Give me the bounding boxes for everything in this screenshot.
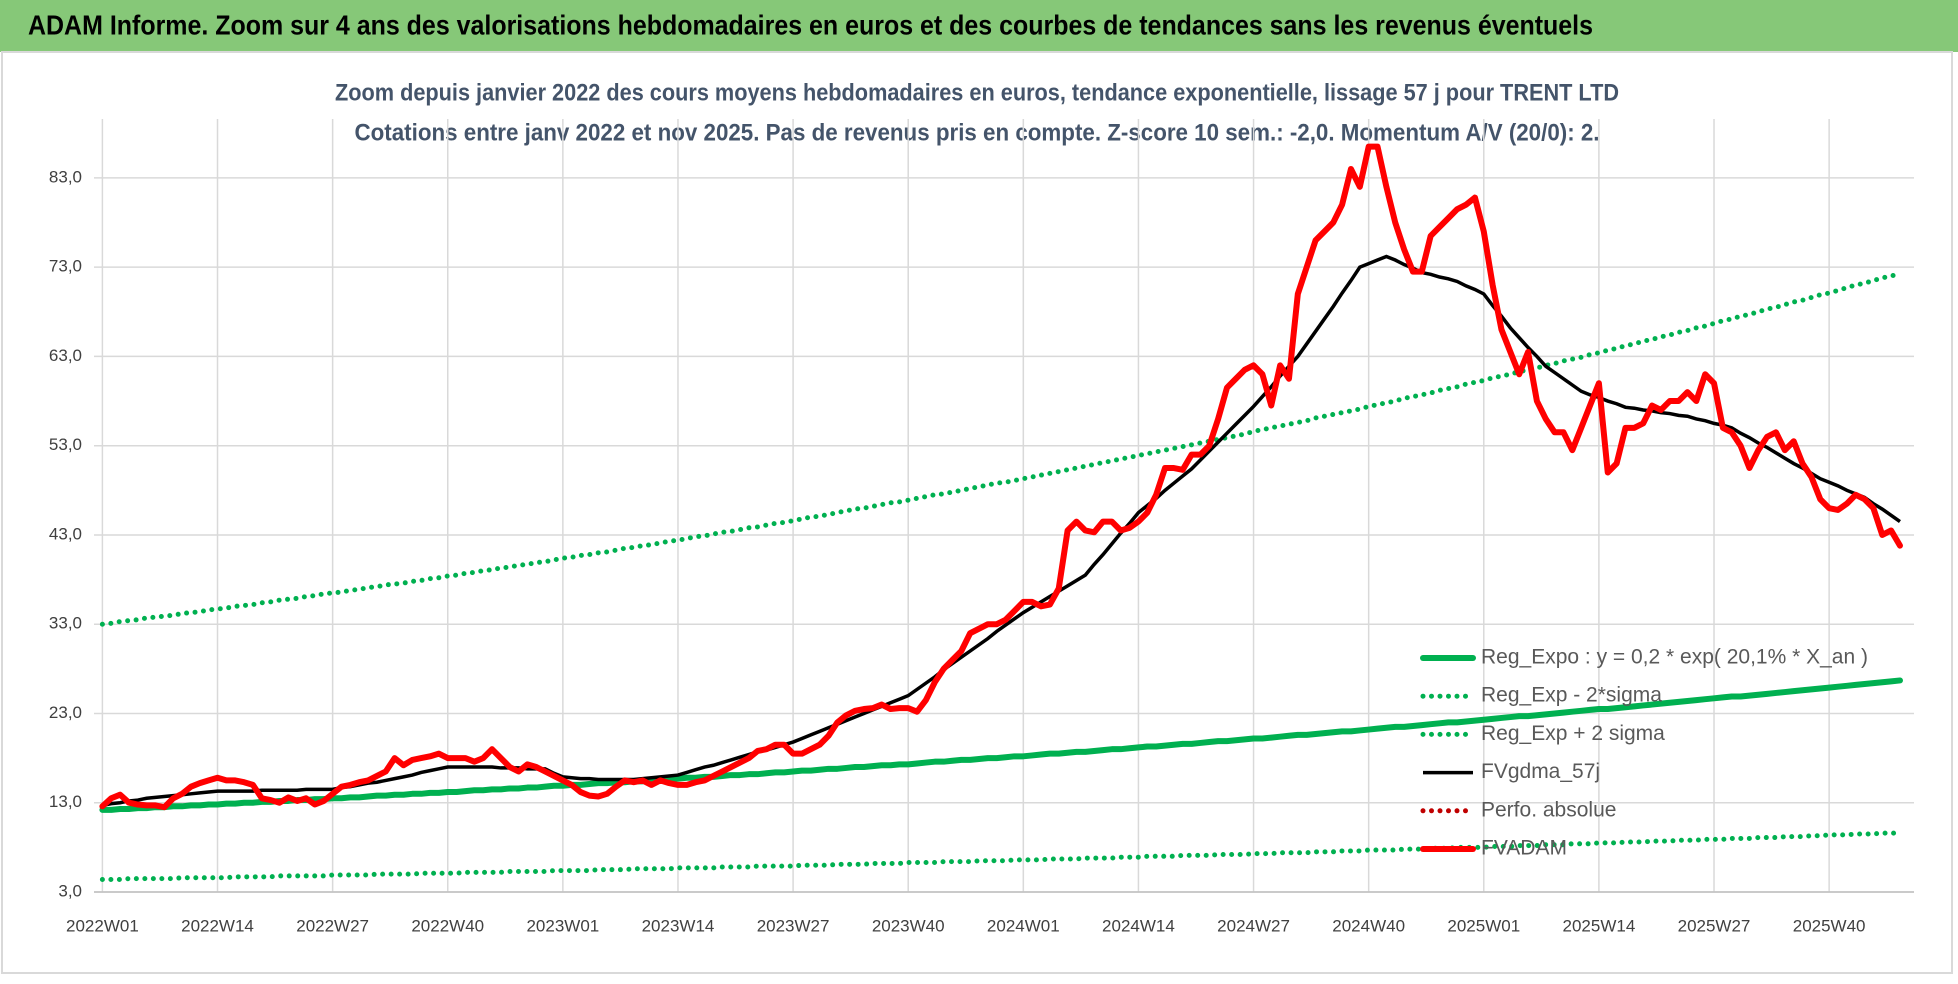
x-tick-label: 2022W27	[296, 916, 369, 935]
grid: 3,0 13,0 23,0 33,0 43,0 53,0 63,0 73,0 83,0 2022W…	[49, 119, 1914, 935]
x-tick-label: 2023W40	[872, 916, 945, 935]
series-line	[99, 677, 1903, 813]
plot-lines	[99, 143, 1903, 882]
x-tick-label: 2025W14	[1563, 916, 1636, 935]
legend: Reg_Expo : y = 0,2 * exp( 20,1% * X_an )…	[1420, 646, 1868, 860]
x-tick-label: 2024W14	[1102, 916, 1175, 935]
y-tick-label: 63,0	[49, 346, 82, 365]
x-tick-label: 2025W40	[1793, 916, 1866, 935]
x-tick-label: 2022W01	[66, 916, 139, 935]
y-tick-label: 53,0	[49, 435, 82, 454]
y-tick-label: 13,0	[49, 792, 82, 811]
chart-frame	[1, 51, 1953, 974]
y-tick-label: 43,0	[49, 524, 82, 543]
x-tick-label: 2024W27	[1217, 916, 1290, 935]
series-line	[99, 270, 1903, 627]
chart-title: Zoom depuis janvier 2022 des cours moyen…	[335, 79, 1619, 106]
x-tick-label: 2022W40	[411, 916, 484, 935]
y-tick-label: 23,0	[49, 703, 82, 722]
x-tick-label: 2023W14	[642, 916, 715, 935]
y-tick-label: 73,0	[49, 257, 82, 276]
chart-subtitle: Cotations entre janv 2022 et nov 2025. P…	[355, 119, 1600, 146]
legend-label: Perfo. absolue	[1481, 798, 1616, 821]
series-line	[99, 830, 1903, 882]
y-tick-label: 3,0	[58, 881, 82, 900]
x-tick-label: 2025W27	[1678, 916, 1751, 935]
x-tick-label: 2024W40	[1332, 916, 1405, 935]
x-tick-label: 2025W01	[1447, 916, 1520, 935]
y-tick-label: 33,0	[49, 614, 82, 633]
x-tick-label: 2023W27	[757, 916, 830, 935]
legend-label: FVADAM	[1481, 837, 1567, 860]
legend-label: Reg_Exp - 2*sigma	[1481, 684, 1662, 707]
legend-label: Reg_Exp + 2 sigma	[1481, 722, 1665, 745]
header-title: ADAM Informe. Zoom sur 4 ans des valoris…	[28, 9, 1593, 40]
x-tick-label: 2023W01	[526, 916, 599, 935]
x-tick-label: 2024W01	[987, 916, 1060, 935]
legend-label: Reg_Expo : y = 0,2 * exp( 20,1% * X_an )	[1481, 646, 1868, 669]
y-tick-label: 83,0	[49, 167, 82, 186]
header-band	[0, 0, 1958, 52]
legend-label: FVgdma_57j	[1481, 760, 1600, 783]
series-line	[99, 143, 1903, 811]
x-tick-label: 2022W14	[181, 916, 254, 935]
